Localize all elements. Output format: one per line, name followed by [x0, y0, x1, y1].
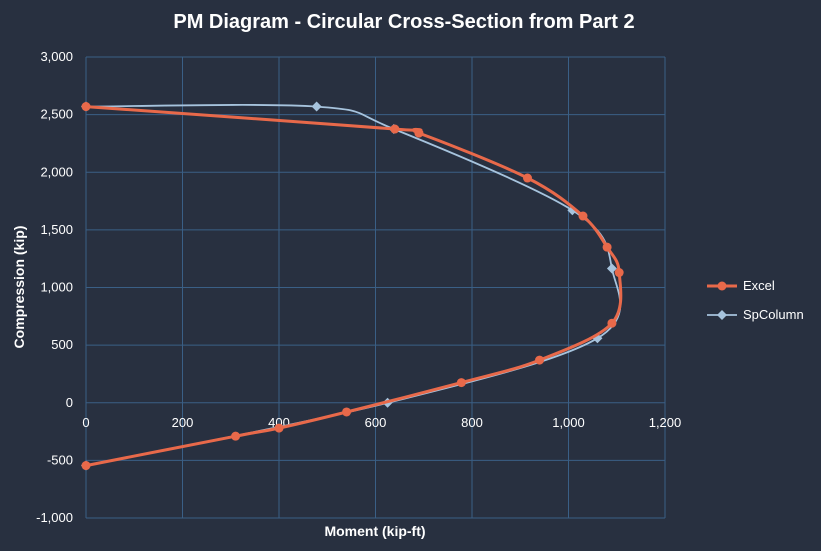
data-point-excel — [522, 173, 532, 183]
y-tick-label: 0 — [66, 395, 73, 410]
y-tick-label: 1,500 — [40, 222, 73, 237]
x-tick-label: 1,000 — [552, 415, 585, 430]
data-point-excel — [535, 355, 545, 365]
y-tick-label: 500 — [51, 337, 73, 352]
x-tick-label: 200 — [172, 415, 194, 430]
data-point-excel — [602, 242, 612, 252]
y-tick-labels: -1,000 -500 0 500 1,000 1,500 2,000 2,500 3,000 — [36, 49, 73, 525]
data-point-excel — [578, 211, 588, 221]
data-point-excel — [607, 318, 617, 328]
data-point-excel — [274, 423, 284, 433]
legend-marker-excel — [717, 281, 727, 291]
gridlines — [85, 56, 666, 519]
data-point-excel — [81, 461, 91, 471]
data-point-excel — [456, 378, 466, 388]
legend-marker-spcolumn — [717, 310, 727, 320]
chart-title: PM Diagram - Circular Cross-Section from… — [173, 11, 634, 33]
x-tick-label: 800 — [461, 415, 483, 430]
data-point-excel — [614, 268, 624, 278]
data-point-excel — [342, 407, 352, 417]
x-tick-labels: 0 200 400 600 800 1,000 1,200 — [82, 415, 681, 430]
data-point-spcolumn — [311, 101, 322, 112]
y-axis-title: Compression (kip) — [11, 226, 27, 349]
series-excel — [81, 102, 624, 471]
x-axis-title: Moment (kip-ft) — [324, 523, 425, 539]
y-tick-label: 2,500 — [40, 107, 73, 122]
data-point-excel — [81, 102, 91, 112]
x-tick-label: 1,200 — [649, 415, 682, 430]
data-point-excel — [414, 128, 424, 138]
y-tick-label: -500 — [47, 452, 73, 467]
legend-item-excel: Excel — [707, 278, 775, 293]
y-tick-label: 1,000 — [40, 280, 73, 295]
series-spcolumn — [81, 101, 622, 471]
y-tick-label: 3,000 — [40, 49, 73, 64]
series-group — [81, 101, 624, 471]
data-point-excel — [390, 124, 400, 134]
legend-label-excel: Excel — [743, 278, 775, 293]
x-tick-label: 600 — [365, 415, 387, 430]
legend-item-spcolumn: SpColumn — [707, 307, 804, 322]
y-tick-label: -1,000 — [36, 510, 73, 525]
y-tick-label: 2,000 — [40, 164, 73, 179]
data-point-excel — [231, 431, 241, 441]
x-tick-label: 0 — [82, 415, 89, 430]
legend-label-spcolumn: SpColumn — [743, 307, 804, 322]
legend: Excel SpColumn — [707, 278, 804, 322]
series-line-excel — [85, 105, 623, 468]
data-point-spcolumn — [606, 263, 617, 274]
